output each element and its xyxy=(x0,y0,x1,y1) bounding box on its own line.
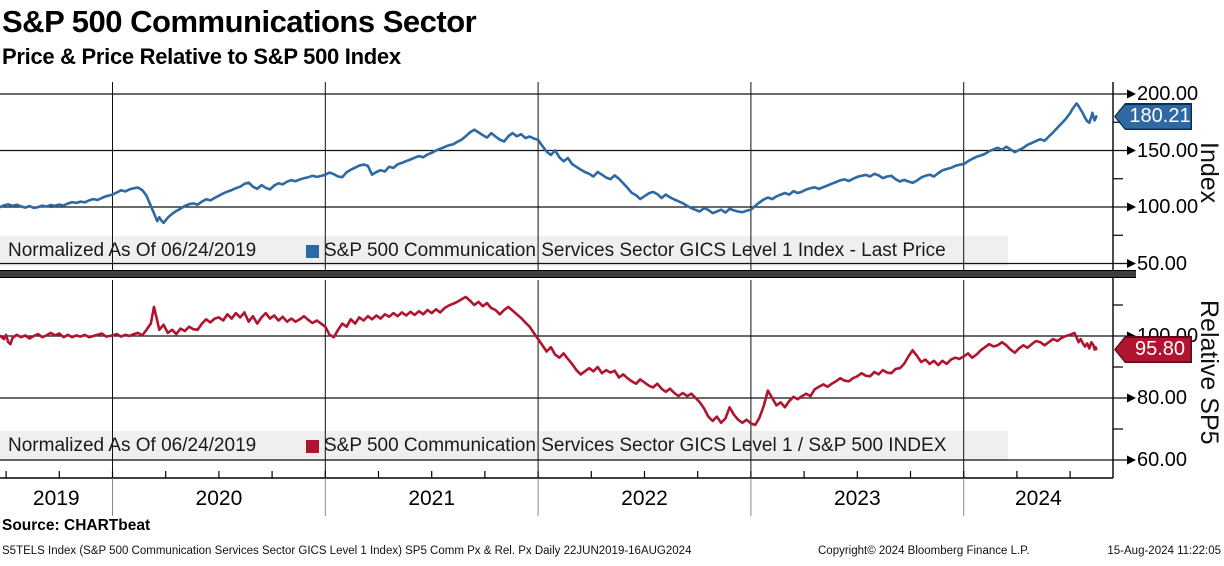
footer-copyright: Copyright© 2024 Bloomberg Finance L.P. xyxy=(818,545,1030,557)
y-tick-label: 100.00 xyxy=(1137,196,1199,218)
x-tick-label: 2020 xyxy=(195,487,243,510)
series-line-relative xyxy=(0,295,1098,427)
last-price-value-bottom: 95.80 xyxy=(1134,338,1186,360)
last-price-value-top: 180.21 xyxy=(1129,105,1191,127)
series-name-top: S&P 500 Communication Services Sector GI… xyxy=(324,240,946,261)
y-tick-label: 200.00 xyxy=(1137,83,1199,105)
y-tick-label: 80.00 xyxy=(1137,387,1188,409)
last-price-badge-bottom: 95.80 xyxy=(1114,336,1192,363)
x-tick-label: 2021 xyxy=(408,487,456,510)
axis-title-relative-sp5: Relative SP5 xyxy=(1195,300,1223,445)
tick-arrow-icon xyxy=(1127,259,1136,268)
tick-arrow-icon xyxy=(1127,89,1136,99)
series-swatch-bottom-icon xyxy=(306,440,319,453)
legend-top: Normalized As Of 06/24/2019 S&P 500 Comm… xyxy=(0,236,1010,266)
last-price-badge-top: 180.21 xyxy=(1114,103,1192,130)
page-subtitle: Price & Price Relative to S&P 500 Index xyxy=(2,44,401,69)
axis-title-index: Index xyxy=(1195,142,1223,204)
tick-arrow-icon xyxy=(1127,393,1136,403)
x-tick-label: 2023 xyxy=(833,487,881,510)
legend-bottom: Normalized As Of 06/24/2019 S&P 500 Comm… xyxy=(0,431,1010,461)
source-label: Source: CHARTbeat xyxy=(2,517,151,534)
tick-arrow-icon xyxy=(1127,202,1136,212)
series-swatch-top-icon xyxy=(306,245,319,258)
footer-timestamp: 15-Aug-2024 11:22:05 xyxy=(1107,545,1221,557)
series-name-bottom: S&P 500 Communication Services Sector GI… xyxy=(324,435,947,456)
legend-strip-bottom xyxy=(0,431,1008,461)
x-tick-label: 2024 xyxy=(1014,487,1062,510)
normalized-label-bottom: Normalized As Of 06/24/2019 xyxy=(8,435,257,456)
y-tick-label: 60.00 xyxy=(1137,449,1188,471)
x-tick-label: 2019 xyxy=(32,487,80,510)
legend-strip-top xyxy=(0,236,1008,266)
y-tick-label: 150.00 xyxy=(1137,139,1199,162)
tick-arrow-icon xyxy=(1127,146,1136,155)
series-line-index xyxy=(0,102,1098,225)
tick-arrow-icon xyxy=(1127,455,1136,465)
panel-divider xyxy=(0,270,1136,278)
normalized-label-top: Normalized As Of 06/24/2019 xyxy=(8,240,257,261)
x-tick-label: 2022 xyxy=(621,487,668,510)
footer-description: S5TELS Index (S&P 500 Communication Serv… xyxy=(2,545,692,557)
page-title: S&P 500 Communications Sector xyxy=(2,4,477,39)
y-tick-label: 50.00 xyxy=(1137,252,1188,275)
